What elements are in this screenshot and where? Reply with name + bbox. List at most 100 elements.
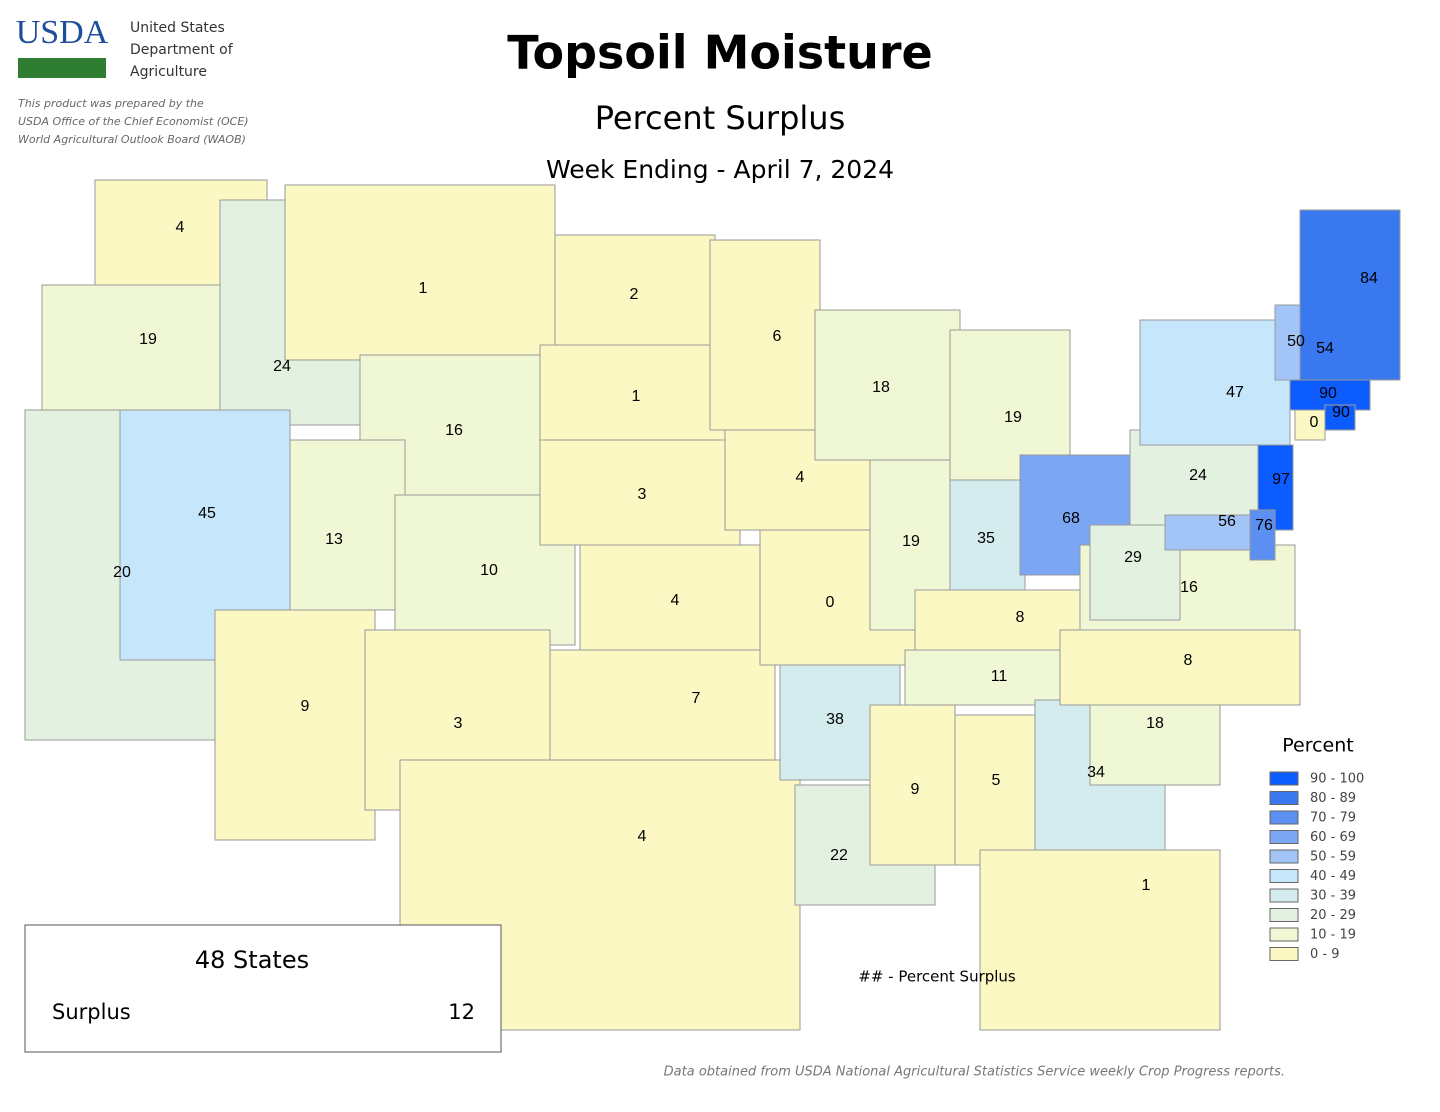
state — [1324, 404, 1356, 431]
state-value: 35 — [977, 530, 995, 547]
agency-line: United States — [130, 20, 225, 36]
state-value: 76 — [1255, 517, 1273, 534]
state-value: 18 — [872, 379, 890, 396]
state-value: 8 — [1016, 609, 1025, 626]
state-value: 19 — [1004, 409, 1022, 426]
state — [979, 849, 1221, 1031]
state-value: 9 — [911, 781, 920, 798]
logo-text: USDA — [16, 14, 109, 51]
legend-label: 40 - 49 — [1310, 869, 1356, 884]
states: 4192024451161310932134746403822181919356… — [24, 179, 1401, 1031]
state-value: 9 — [301, 698, 310, 715]
state-value: 0 — [1310, 414, 1319, 431]
state — [549, 649, 776, 761]
state-value: 4 — [176, 219, 185, 236]
state-value: 68 — [1062, 510, 1080, 527]
state — [289, 439, 406, 611]
state-value: 45 — [198, 505, 216, 522]
legend-label: 50 - 59 — [1310, 850, 1356, 865]
legend-label: 90 - 100 — [1310, 772, 1364, 787]
source: Data obtained from USDA National Agricul… — [664, 1065, 1285, 1080]
legend: 90 - 100 80 - 89 70 - 79 60 - 69 50 - 59 40 -… — [1269, 771, 1364, 962]
state-value: 38 — [826, 711, 844, 728]
legend-label: 10 - 19 — [1310, 928, 1356, 943]
title: Topsoil Moisture — [507, 26, 932, 80]
state-value: 6 — [773, 328, 782, 345]
state — [284, 184, 556, 361]
state-value: 4 — [671, 592, 680, 609]
agency-line: Department of — [130, 42, 234, 58]
state-value: 3 — [454, 715, 463, 732]
legend-swatch — [1269, 830, 1299, 844]
note: ## - Percent Surplus — [858, 968, 1016, 986]
state-value: 29 — [1124, 549, 1142, 566]
state — [1139, 319, 1291, 446]
state-value: 10 — [480, 562, 498, 579]
state-value: 16 — [1180, 579, 1198, 596]
legend-swatch — [1269, 849, 1299, 864]
state — [579, 544, 776, 651]
state — [709, 239, 821, 431]
state — [1164, 514, 1251, 551]
logo-band — [18, 58, 106, 78]
legend-label: 20 - 29 — [1310, 908, 1356, 923]
state-value: 90 — [1319, 385, 1337, 402]
state-value: 7 — [692, 690, 701, 707]
state-value: 24 — [273, 358, 291, 375]
state-value: 3 — [638, 486, 647, 503]
disclaimer: USDA Office of the Chief Economist (OCE) — [18, 115, 249, 128]
legend-swatch — [1269, 771, 1299, 786]
disclaimer: World Agricultural Outlook Board (WAOB) — [18, 133, 246, 146]
disclaimer: This product was prepared by the — [18, 97, 204, 110]
state-value: 5 — [992, 772, 1001, 789]
subtitle: Percent Surplus — [595, 99, 845, 137]
legend-swatch — [1269, 869, 1299, 883]
legend-swatch — [1269, 947, 1299, 961]
state — [869, 704, 956, 866]
state — [949, 479, 1026, 611]
legend-swatch — [1269, 791, 1299, 805]
state-value: 4 — [638, 828, 647, 845]
state — [1249, 509, 1276, 561]
state-value: 24 — [1189, 467, 1207, 484]
legend-title: Percent — [1282, 735, 1354, 757]
legend-swatch — [1269, 810, 1299, 825]
state — [1059, 629, 1301, 706]
state-value: 4 — [796, 469, 805, 486]
state-value: 19 — [902, 533, 920, 550]
legend-label: 70 - 79 — [1310, 811, 1356, 826]
state-value: 1 — [1142, 877, 1151, 894]
state-value: 56 — [1218, 513, 1236, 530]
legend-label: 30 - 39 — [1310, 889, 1356, 904]
legend-swatch — [1269, 908, 1299, 922]
summary-label: Surplus — [52, 1000, 131, 1024]
state — [814, 309, 961, 461]
state — [539, 344, 726, 446]
state-value: 0 — [826, 594, 835, 611]
state-value: 20 — [113, 564, 131, 581]
state — [1089, 689, 1221, 786]
state — [1299, 209, 1401, 381]
state — [1294, 409, 1326, 441]
state-value: 19 — [139, 331, 157, 348]
state-value: 11 — [991, 668, 1008, 685]
state-value: 47 — [1226, 384, 1244, 401]
state-value: 34 — [1087, 764, 1105, 781]
date: Week Ending - April 7, 2024 — [546, 155, 894, 184]
state-value: 13 — [325, 531, 343, 548]
summary-title: 48 States — [195, 946, 309, 974]
legend-label: 0 - 9 — [1310, 947, 1340, 962]
state-value: 1 — [419, 280, 428, 297]
summary-value: 12 — [448, 1000, 475, 1024]
agency-line: Agriculture — [130, 64, 207, 80]
state-value: 22 — [830, 847, 848, 864]
state-value: 16 — [445, 422, 463, 439]
state-value: 97 — [1272, 471, 1290, 488]
state-value: 2 — [630, 286, 639, 303]
state-value: 18 — [1146, 715, 1164, 732]
legend-label: 80 - 89 — [1310, 791, 1356, 806]
state-value: 84 — [1360, 270, 1378, 287]
state-value: 54 — [1316, 340, 1334, 357]
legend-swatch — [1269, 888, 1299, 903]
